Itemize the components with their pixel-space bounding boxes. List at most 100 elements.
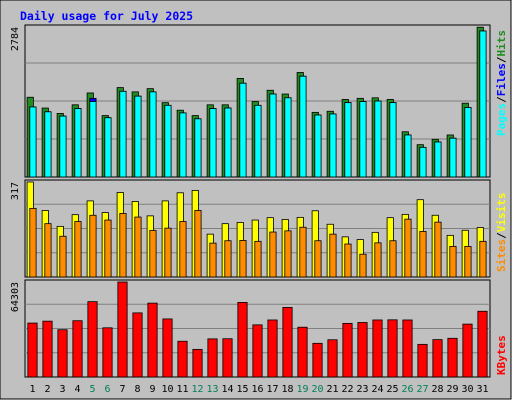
x-tick-label: 21 xyxy=(326,384,338,395)
sites-bar xyxy=(149,230,157,278)
sites-bar xyxy=(419,231,427,278)
sites-bar xyxy=(269,231,277,278)
pages-bar xyxy=(224,107,232,178)
kbytes-bar xyxy=(57,329,68,378)
legend-pages: Pages xyxy=(495,103,508,136)
kbytes-bar xyxy=(72,320,83,378)
kbytes-bar xyxy=(372,319,383,378)
sites-bar xyxy=(239,240,247,278)
x-tick-label: 6 xyxy=(104,384,110,395)
chart-title: Daily usage for July 2025 xyxy=(20,9,193,23)
sites-bar xyxy=(254,240,262,278)
pages-bar xyxy=(269,93,277,178)
sites-bar xyxy=(374,242,382,278)
legend-visits: Visits xyxy=(495,193,508,233)
x-tick-label: 25 xyxy=(386,384,398,395)
sites-bar xyxy=(29,207,37,278)
pages-bar xyxy=(479,30,487,178)
kbytes-bar xyxy=(147,302,158,378)
x-tick-label: 27 xyxy=(416,384,428,395)
sites-bar xyxy=(179,221,187,278)
legend-text: Sites/Visits xyxy=(495,193,508,273)
pages-bar xyxy=(89,101,97,178)
pages-bar xyxy=(359,101,367,178)
legend-hits: Hits xyxy=(495,30,508,57)
sites-bar xyxy=(314,240,322,278)
x-tick-label: 17 xyxy=(266,384,278,395)
sites-bar xyxy=(359,253,367,278)
x-tick-label: 18 xyxy=(281,384,293,395)
kbytes-bar xyxy=(387,319,398,378)
legend-files: Files xyxy=(495,63,508,96)
sites-bar xyxy=(209,242,217,278)
kbytes-bar xyxy=(237,301,248,378)
kbytes-bar xyxy=(42,320,53,378)
sites-bar xyxy=(449,246,457,278)
pages-bar xyxy=(209,108,217,178)
pages-bar xyxy=(389,102,397,178)
kbytes-bar xyxy=(132,312,143,378)
sites-bar xyxy=(44,223,52,278)
pages-bar xyxy=(419,146,427,178)
x-tick-label: 20 xyxy=(311,384,323,395)
pages-bar xyxy=(254,104,262,178)
pages-bar xyxy=(329,113,337,178)
x-tick-label: 9 xyxy=(149,384,155,395)
x-tick-label: 14 xyxy=(221,384,233,395)
sites-bar xyxy=(89,214,97,278)
legend-text: KBytes xyxy=(495,335,508,375)
kbytes-bar xyxy=(327,339,338,378)
kbytes-bar xyxy=(192,348,203,378)
x-tick-label: 24 xyxy=(371,384,383,395)
kbytes-bar xyxy=(402,319,413,378)
pages-files-hits-y-tick-label: 2784 xyxy=(10,27,21,51)
x-tick-label: 12 xyxy=(191,384,203,395)
kbytes-bar xyxy=(162,318,173,378)
pages-bar xyxy=(344,102,352,178)
sites-bar xyxy=(404,218,412,278)
x-tick-label: 13 xyxy=(206,384,218,395)
x-tick-label: 7 xyxy=(119,384,125,395)
pages-bar xyxy=(164,104,172,178)
kbytes-bar xyxy=(102,327,113,378)
x-tick-label: 16 xyxy=(251,384,263,395)
kbytes-bar xyxy=(117,281,128,378)
pages-bar xyxy=(149,91,157,178)
x-tick-label: 5 xyxy=(89,384,95,395)
pages-bar xyxy=(74,108,82,178)
kbytes-bar xyxy=(207,338,218,378)
x-tick-label: 1 xyxy=(29,384,35,395)
sites-bar xyxy=(464,246,472,278)
x-tick-label: 10 xyxy=(161,384,173,395)
legend-separator: / xyxy=(495,232,508,239)
pages-bar xyxy=(299,75,307,178)
sites-bar xyxy=(299,226,307,278)
x-tick-label: 26 xyxy=(401,384,413,395)
kbytes-bar xyxy=(432,339,443,378)
kbytes-bar xyxy=(477,310,488,378)
kbytes-bar xyxy=(357,322,368,378)
kbytes-bar xyxy=(222,338,233,378)
kbytes-bar xyxy=(87,301,98,378)
kbytes-bar xyxy=(462,323,473,378)
pages-bar xyxy=(59,115,67,178)
sites-bar xyxy=(119,213,127,278)
x-tick-label: 8 xyxy=(134,384,140,395)
pages-bar xyxy=(464,107,472,178)
x-tick-label: 19 xyxy=(296,384,308,395)
pages-bar xyxy=(134,95,142,178)
pages-bar xyxy=(44,111,52,178)
kbytes-y-tick-label: 64303 xyxy=(10,282,21,312)
sites-bar xyxy=(284,230,292,278)
x-tick-label: 29 xyxy=(446,384,458,395)
kbytes-bar xyxy=(27,322,38,378)
x-tick-label: 11 xyxy=(176,384,188,395)
pages-bar xyxy=(104,117,112,178)
kbytes-bar xyxy=(417,343,428,378)
sites-bar xyxy=(164,227,172,278)
pages-bar xyxy=(239,82,247,178)
sites-bar xyxy=(434,221,442,278)
sites-bar xyxy=(59,235,67,278)
x-tick-label: 31 xyxy=(476,384,488,395)
x-tick-label: 2 xyxy=(44,384,50,395)
